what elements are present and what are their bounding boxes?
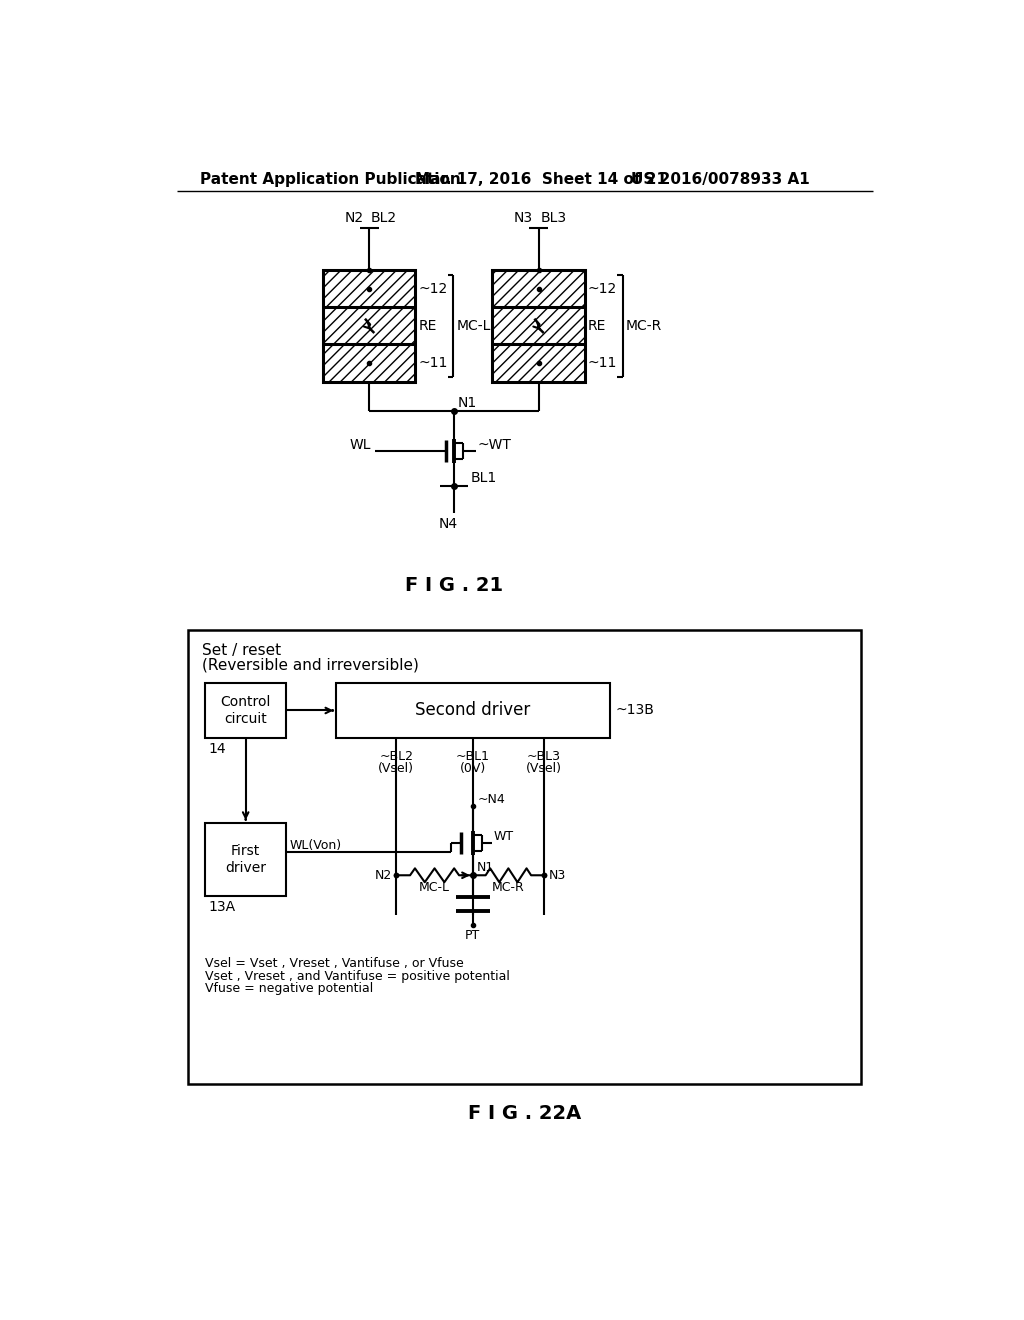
Bar (323, 345, 416, 381)
Text: (0V): (0V) (460, 762, 486, 775)
Bar (323, 308, 416, 345)
Text: ~N4: ~N4 (477, 793, 505, 807)
Text: RE: RE (588, 319, 606, 333)
Text: F I G . 21: F I G . 21 (404, 577, 503, 595)
Text: N3: N3 (514, 211, 534, 224)
Bar (336, 682, 609, 738)
Text: Control
circuit: Control circuit (220, 696, 271, 726)
Text: (Vsel): (Vsel) (378, 762, 415, 775)
Text: WL: WL (350, 438, 372, 451)
Text: 13A: 13A (208, 900, 236, 913)
Text: Set / reset: Set / reset (202, 644, 282, 659)
Text: ~WT: ~WT (477, 438, 511, 451)
Text: ~BL3: ~BL3 (527, 750, 561, 763)
Text: N4: N4 (438, 517, 458, 531)
Text: Vfuse = negative potential: Vfuse = negative potential (205, 982, 374, 995)
Text: WT: WT (494, 830, 514, 843)
Text: F I G . 22A: F I G . 22A (468, 1104, 582, 1123)
Text: N1: N1 (477, 861, 494, 874)
Text: N2: N2 (375, 869, 391, 882)
Text: ~11: ~11 (588, 356, 617, 370)
Text: Mar. 17, 2016  Sheet 14 of 21: Mar. 17, 2016 Sheet 14 of 21 (416, 172, 668, 186)
Text: MC-R: MC-R (492, 880, 524, 894)
Text: (Vsel): (Vsel) (526, 762, 562, 775)
Text: N2: N2 (345, 211, 364, 224)
Bar (493, 271, 585, 308)
Text: Vsel = Vset , Vreset , Vantifuse , or Vfuse: Vsel = Vset , Vreset , Vantifuse , or Vf… (205, 957, 464, 970)
Bar (493, 345, 585, 381)
Bar (205, 822, 286, 896)
Bar (188, 630, 861, 1084)
Text: ~12: ~12 (588, 281, 617, 296)
Bar (323, 271, 416, 308)
Bar (493, 271, 585, 381)
Text: ~13B: ~13B (615, 704, 654, 718)
Bar (205, 682, 286, 738)
Text: Patent Application Publication: Patent Application Publication (200, 172, 461, 186)
Bar (323, 271, 416, 381)
Text: MC-R: MC-R (626, 319, 662, 333)
Text: MC-L: MC-L (419, 880, 451, 894)
Text: PT: PT (465, 929, 480, 942)
Text: ~11: ~11 (419, 356, 447, 370)
Text: ~12: ~12 (419, 281, 447, 296)
Text: ~BL2: ~BL2 (379, 750, 414, 763)
Text: N1: N1 (458, 396, 477, 411)
Text: Second driver: Second driver (415, 701, 530, 719)
Text: BL2: BL2 (371, 211, 397, 224)
Text: BL1: BL1 (471, 471, 497, 484)
Text: WL(Von): WL(Von) (290, 840, 342, 853)
Text: Vset , Vreset , and Vantifuse = positive potential: Vset , Vreset , and Vantifuse = positive… (205, 970, 510, 982)
Text: US 2016/0078933 A1: US 2016/0078933 A1 (631, 172, 810, 186)
Text: First
driver: First driver (225, 845, 266, 875)
Text: (Reversible and irreversible): (Reversible and irreversible) (202, 657, 419, 672)
Text: MC-L: MC-L (457, 319, 490, 333)
Text: ~BL1: ~BL1 (456, 750, 489, 763)
Text: N3: N3 (549, 869, 566, 882)
Text: 14: 14 (208, 742, 226, 756)
Bar (493, 308, 585, 345)
Text: BL3: BL3 (541, 211, 566, 224)
Text: RE: RE (419, 319, 437, 333)
